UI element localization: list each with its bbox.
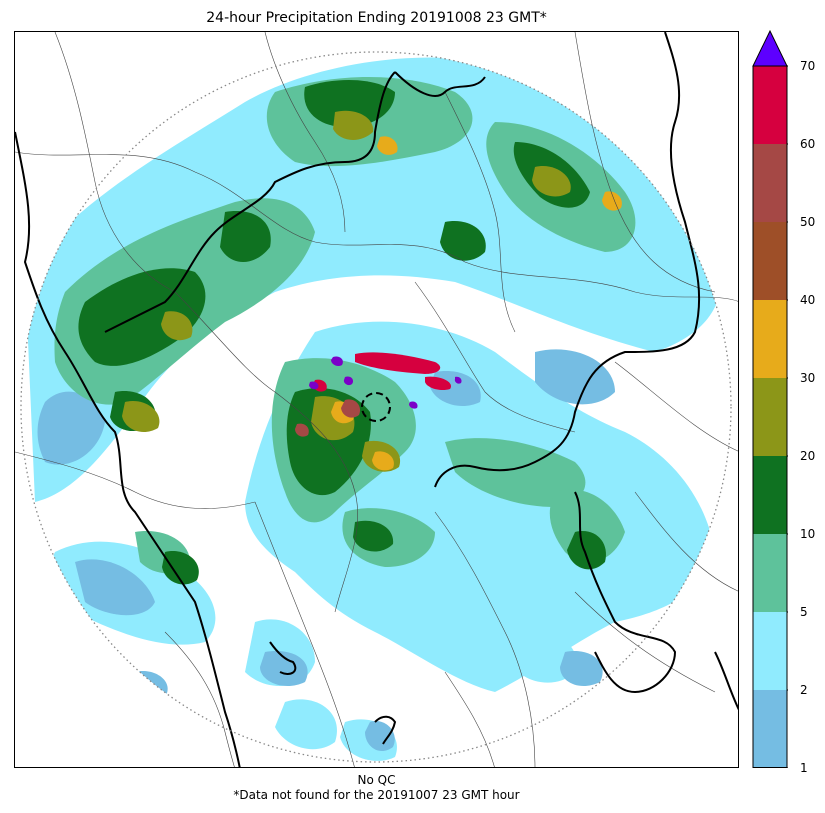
- colorbar-tick-label: 30: [800, 371, 816, 385]
- colorbar-tick-label: 2: [800, 683, 808, 697]
- colorbar-bin: [753, 690, 787, 768]
- colorbar-tick-label: 1: [800, 761, 808, 775]
- precip-map: [15, 32, 738, 767]
- state-borders: [15, 32, 738, 767]
- colorbar-bin: [753, 66, 787, 144]
- colorbar-tick-label: 60: [800, 137, 816, 151]
- colorbar-tick-label: 5: [800, 605, 808, 619]
- precip-60-70: [313, 352, 451, 392]
- map-panel: [14, 31, 739, 768]
- radar-range-ring: [20, 51, 732, 763]
- colorbar-extend-arrow: [752, 30, 788, 67]
- precip-over-70: [309, 356, 462, 409]
- precip-field: [25, 57, 723, 761]
- colorbar: [752, 30, 788, 768]
- district-borders: [15, 32, 738, 767]
- precip-50-60: [295, 399, 361, 437]
- colorbar-bin: [753, 378, 787, 456]
- colorbar-outline: [752, 65, 788, 768]
- colorbar-tick-label: 40: [800, 293, 816, 307]
- colorbar-bin: [753, 144, 787, 222]
- colorbar-bin: [753, 456, 787, 534]
- colorbar-bin: [753, 300, 787, 378]
- missing-data-note: *Data not found for the 20191007 23 GMT …: [233, 788, 520, 802]
- colorbar-tick-label: 50: [800, 215, 816, 229]
- radar-site-marker: [361, 392, 391, 422]
- colorbar-bin: [753, 612, 787, 690]
- colorbar-tick-label: 10: [800, 527, 816, 541]
- colorbar-tick-label: 20: [800, 449, 816, 463]
- figure-title: 24-hour Precipitation Ending 20191008 23…: [206, 10, 547, 26]
- qc-note: No QC: [357, 773, 396, 787]
- colorbar-tick-label: 70: [800, 59, 816, 73]
- colorbar-bin: [753, 222, 787, 300]
- colorbar-bin: [753, 534, 787, 612]
- colorbar-svg: [752, 30, 788, 768]
